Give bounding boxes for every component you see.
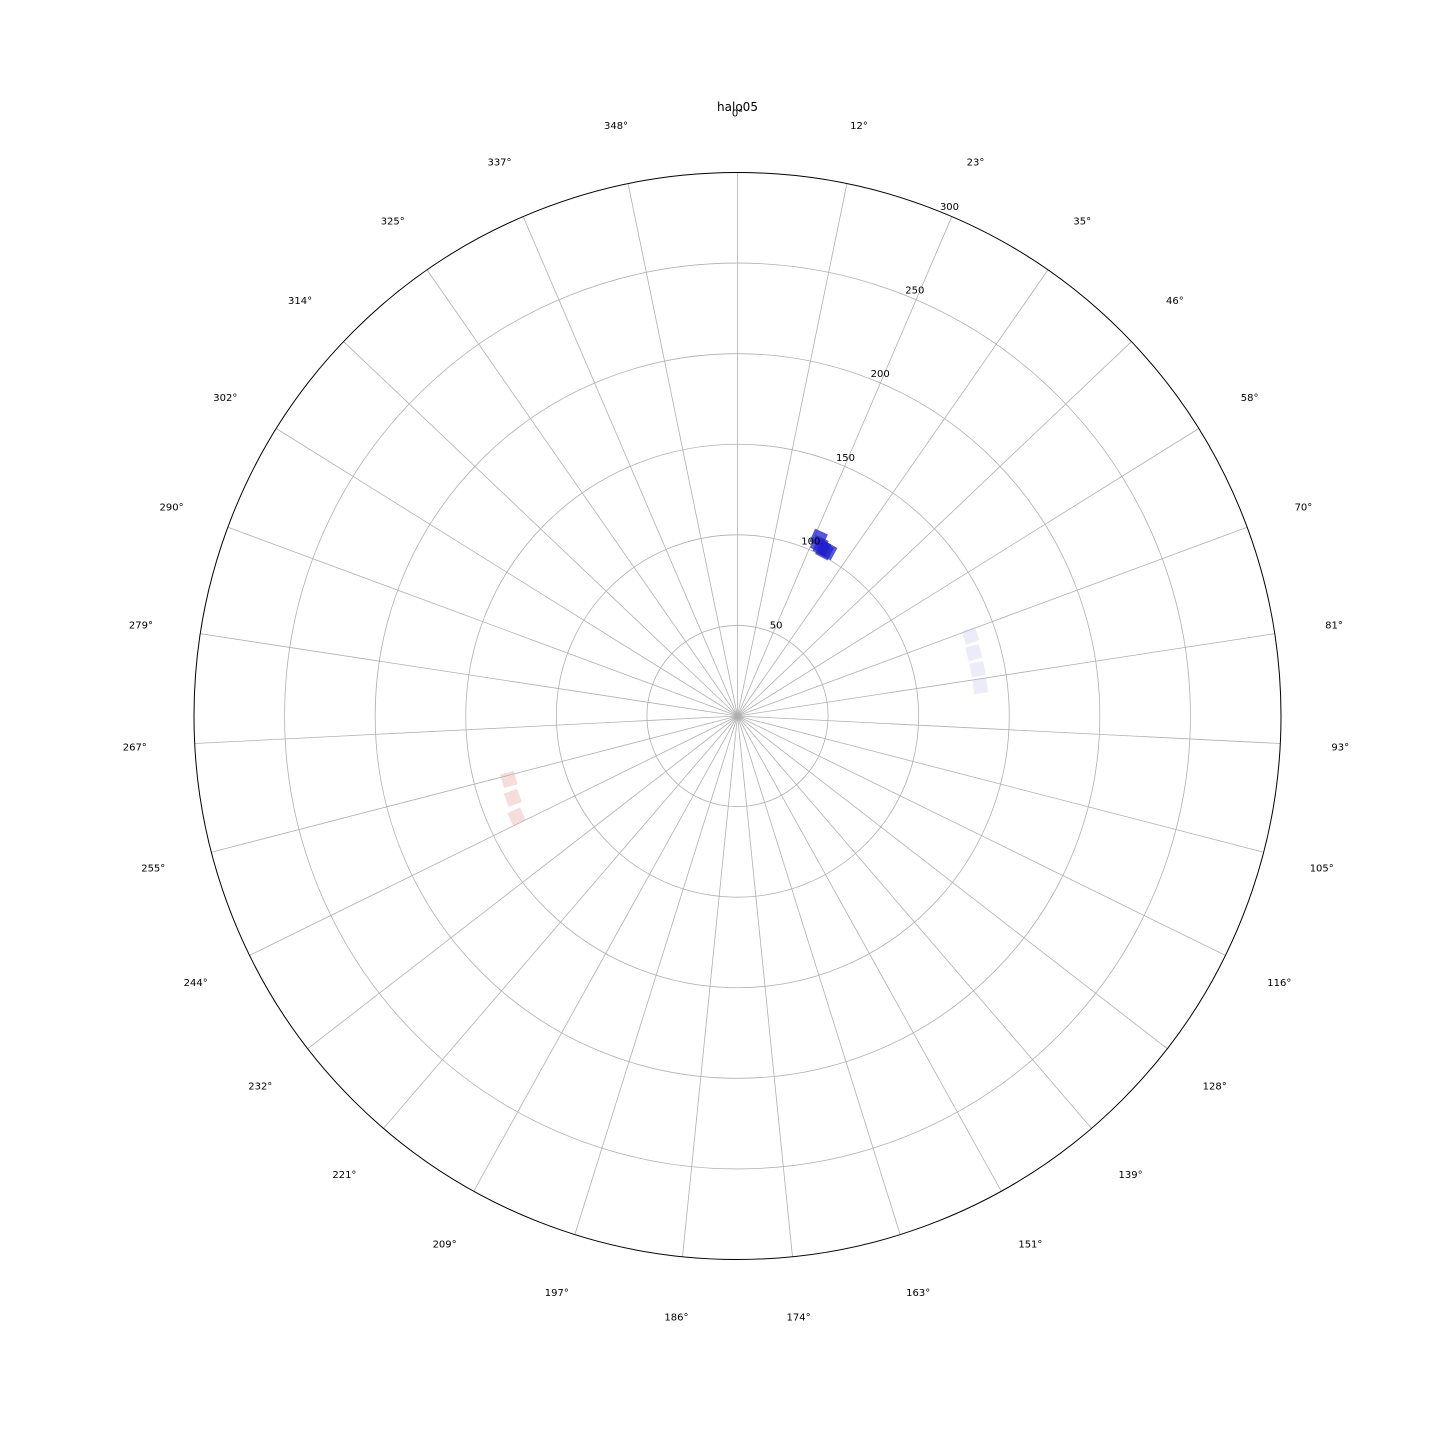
- theta-grid-line-8: [737, 715, 1281, 744]
- theta-tick-label: 209°: [433, 1240, 457, 1251]
- theta-grid-line-25: [227, 526, 738, 717]
- theta-grid-line-27: [343, 341, 738, 717]
- theta-grid-line-19: [383, 715, 738, 1129]
- theta-tick-label: 46°: [1166, 296, 1184, 307]
- theta-grid-line-18: [473, 715, 738, 1192]
- data-point: [809, 528, 828, 548]
- theta-tick-label: 255°: [141, 863, 165, 874]
- data-point: [969, 661, 986, 678]
- series-2: [500, 770, 526, 826]
- theta-tick-label: 81°: [1325, 621, 1343, 632]
- theta-grid-line-29: [522, 216, 738, 717]
- series-0: [809, 528, 838, 561]
- theta-tick-label: 35°: [1073, 217, 1091, 228]
- theta-tick-label: 186°: [664, 1312, 688, 1323]
- theta-grid-line-14: [737, 715, 901, 1235]
- theta-tick-label: 279°: [129, 621, 153, 632]
- theta-tick-label: 232°: [248, 1081, 272, 1092]
- theta-grid-line-15: [737, 715, 793, 1257]
- theta-grid-line-7: [737, 633, 1275, 717]
- theta-grid-line-24: [200, 633, 738, 717]
- r-tick-label: 50: [770, 620, 783, 631]
- data-point: [818, 541, 838, 561]
- data-series: [500, 528, 989, 826]
- theta-tick-label: 348°: [604, 121, 628, 132]
- theta-tick-label: 221°: [332, 1170, 356, 1181]
- theta-grid-line-17: [574, 715, 738, 1235]
- theta-grid-line-13: [737, 715, 1002, 1192]
- data-point: [503, 788, 522, 807]
- theta-grid-line-20: [307, 715, 738, 1049]
- theta-grid-line-30: [627, 183, 738, 717]
- r-tick-label: 250: [905, 286, 924, 297]
- theta-grid-line-28: [426, 269, 738, 717]
- r-tick-label: 150: [836, 453, 855, 464]
- theta-tick-label: 314°: [288, 296, 312, 307]
- theta-grid-line-4: [737, 341, 1132, 717]
- theta-grid-line-2: [737, 216, 953, 717]
- theta-grid-line-6: [737, 526, 1248, 717]
- theta-tick-label: 325°: [381, 217, 405, 228]
- theta-grid-line-23: [194, 715, 738, 744]
- angular-grid: [194, 172, 1281, 1257]
- data-point: [961, 626, 980, 645]
- theta-tick-label: 12°: [850, 121, 868, 132]
- theta-grid-line-5: [737, 428, 1199, 717]
- chart-title: halo05: [717, 100, 758, 114]
- theta-grid-line-26: [276, 428, 738, 717]
- data-point: [965, 644, 983, 662]
- theta-tick-label: 70°: [1295, 502, 1313, 513]
- theta-tick-labels: 0° 12° 23° 35° 46° 58° 70° 81° 93° 105° 116° 128° 13…: [123, 109, 1349, 1324]
- theta-tick-label: 105°: [1310, 863, 1334, 874]
- theta-tick-label: 337°: [487, 157, 511, 168]
- theta-grid-line-3: [737, 269, 1049, 717]
- theta-grid-line-9: [737, 715, 1264, 853]
- theta-tick-label: 128°: [1203, 1081, 1227, 1092]
- theta-grid-line-11: [737, 715, 1168, 1049]
- theta-tick-label: 116°: [1267, 978, 1291, 989]
- theta-grid-line-22: [211, 715, 738, 853]
- theta-grid-line-12: [737, 715, 1092, 1129]
- theta-grid-line-21: [249, 715, 738, 956]
- r-tick-labels: 50 100 150 200 250 300: [770, 202, 959, 631]
- data-point: [507, 807, 526, 826]
- data-point: [972, 678, 989, 694]
- theta-tick-label: 93°: [1331, 743, 1349, 754]
- theta-tick-label: 244°: [184, 978, 208, 989]
- r-tick-label: 300: [940, 202, 959, 213]
- theta-tick-label: 139°: [1119, 1170, 1143, 1181]
- theta-tick-label: 302°: [213, 393, 237, 404]
- theta-tick-label: 197°: [545, 1288, 569, 1299]
- theta-grid-line-16: [682, 715, 738, 1257]
- theta-tick-label: 290°: [160, 502, 184, 513]
- theta-tick-label: 174°: [787, 1312, 811, 1323]
- polar-frame: [193, 172, 1282, 1260]
- theta-tick-label: 58°: [1241, 393, 1259, 404]
- theta-tick-label: 0°: [732, 109, 743, 120]
- data-point: [500, 770, 518, 789]
- theta-tick-label: 23°: [967, 157, 985, 168]
- theta-grid-line-1: [737, 183, 848, 717]
- theta-tick-label: 163°: [906, 1288, 930, 1299]
- r-tick-label: 200: [871, 369, 890, 380]
- theta-tick-label: 151°: [1018, 1240, 1042, 1251]
- r-tick-label: 100: [801, 537, 820, 548]
- series-1: [961, 626, 989, 694]
- theta-grid-line-10: [737, 715, 1226, 956]
- theta-tick-label: 267°: [123, 743, 147, 754]
